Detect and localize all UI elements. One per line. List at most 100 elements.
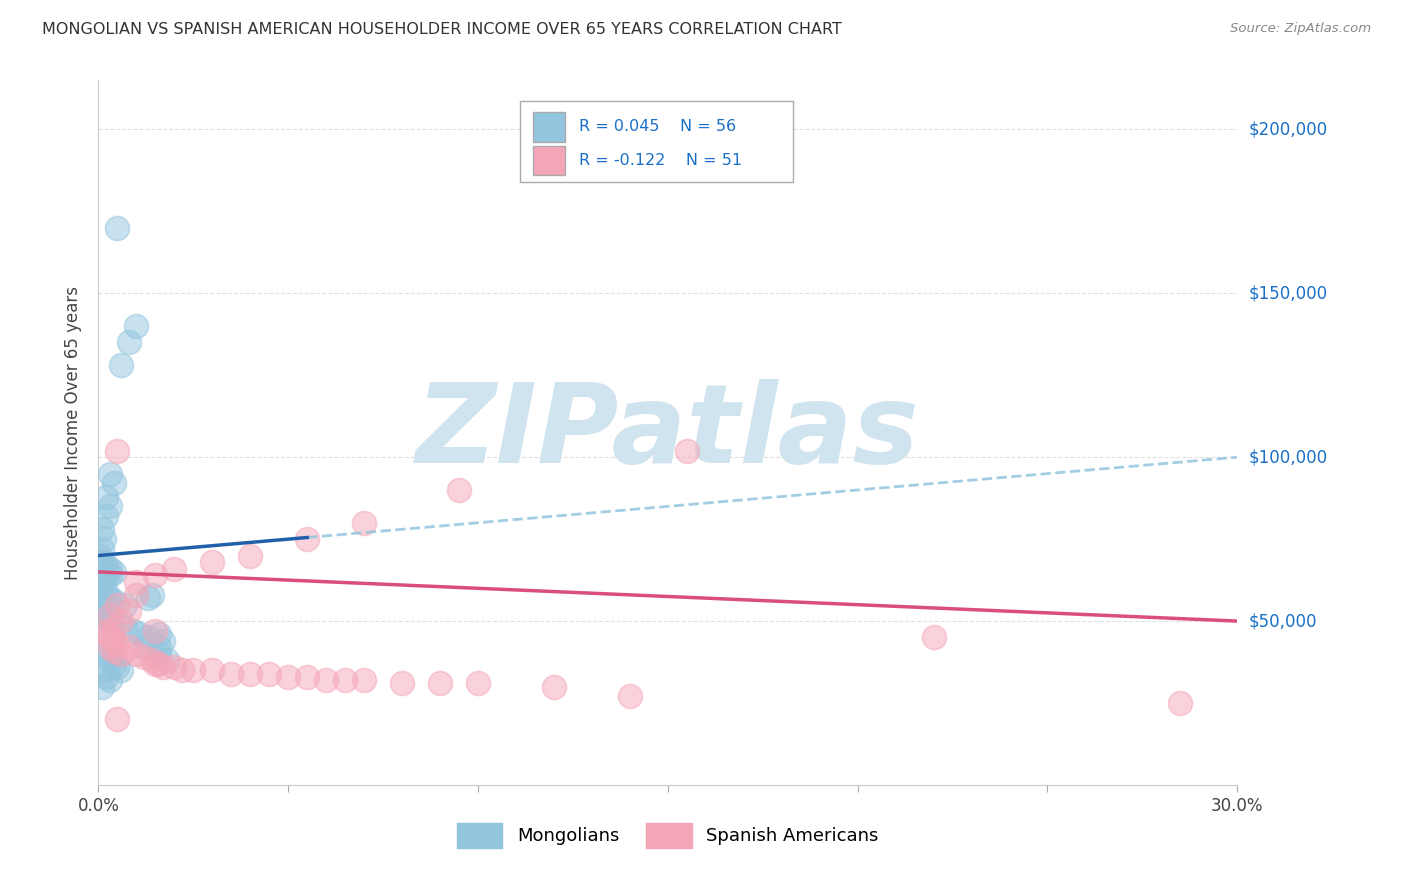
Mongolians	[98, 591, 121, 606]
Spanish Americans	[145, 568, 167, 582]
Mongolians	[141, 588, 163, 602]
Spanish Americans	[110, 647, 132, 661]
Mongolians	[94, 611, 117, 625]
Spanish Americans	[118, 604, 141, 618]
Spanish Americans	[163, 561, 186, 575]
Spanish Americans	[170, 663, 193, 677]
Spanish Americans	[125, 647, 148, 661]
Mongolians	[148, 640, 170, 655]
Spanish Americans	[94, 624, 117, 638]
Mongolians	[89, 640, 111, 655]
Mongolians	[103, 565, 125, 579]
Spanish Americans	[125, 588, 148, 602]
Mongolians	[98, 500, 121, 514]
Mongolians	[94, 584, 117, 599]
Mongolians	[89, 582, 111, 596]
Mongolians	[103, 657, 125, 671]
Text: $200,000: $200,000	[1249, 120, 1327, 138]
Mongolians	[91, 588, 114, 602]
Spanish Americans	[315, 673, 337, 687]
Mongolians	[121, 624, 143, 638]
Spanish Americans	[335, 673, 357, 687]
Spanish Americans	[201, 555, 224, 569]
FancyBboxPatch shape	[520, 102, 793, 183]
Spanish Americans	[98, 631, 121, 645]
Mongolians	[94, 607, 117, 622]
Mongolians	[94, 598, 117, 612]
Spanish Americans	[259, 666, 281, 681]
Mongolians	[129, 627, 152, 641]
Spanish Americans	[103, 621, 125, 635]
Text: $150,000: $150,000	[1249, 285, 1327, 302]
Spanish Americans	[148, 657, 170, 671]
Mongolians	[136, 591, 159, 606]
Mongolians	[110, 663, 132, 677]
Mongolians	[89, 549, 111, 563]
Spanish Americans	[98, 640, 121, 655]
Mongolians	[91, 663, 114, 677]
Spanish Americans	[391, 676, 413, 690]
Mongolians	[98, 467, 121, 481]
Spanish Americans	[467, 676, 489, 690]
Spanish Americans	[353, 516, 375, 530]
Mongolians	[94, 558, 117, 573]
Spanish Americans	[183, 663, 205, 677]
Spanish Americans	[94, 627, 117, 641]
Spanish Americans	[619, 690, 641, 704]
Mongolians	[94, 490, 117, 504]
Mongolians	[91, 555, 114, 569]
Spanish Americans	[239, 549, 262, 563]
Mongolians	[148, 647, 170, 661]
Text: ZIPatlas: ZIPatlas	[416, 379, 920, 486]
Spanish Americans	[107, 598, 129, 612]
Mongolians	[107, 220, 129, 235]
Mongolians	[114, 621, 136, 635]
Mongolians	[152, 633, 174, 648]
Mongolians	[148, 627, 170, 641]
Text: $50,000: $50,000	[1249, 612, 1317, 630]
Mongolians	[125, 319, 148, 334]
Spanish Americans	[118, 640, 141, 655]
Spanish Americans	[107, 637, 129, 651]
Mongolians	[98, 653, 121, 667]
Mongolians	[93, 604, 115, 618]
Legend: Mongolians, Spanish Americans: Mongolians, Spanish Americans	[450, 815, 886, 855]
Mongolians	[94, 572, 117, 586]
Text: MONGOLIAN VS SPANISH AMERICAN HOUSEHOLDER INCOME OVER 65 YEARS CORRELATION CHART: MONGOLIAN VS SPANISH AMERICAN HOUSEHOLDE…	[42, 22, 842, 37]
Mongolians	[110, 359, 132, 373]
Spanish Americans	[1170, 696, 1192, 710]
Spanish Americans	[922, 631, 945, 645]
Spanish Americans	[125, 574, 148, 589]
Spanish Americans	[110, 614, 132, 628]
Spanish Americans	[297, 670, 319, 684]
Mongolians	[91, 680, 114, 694]
Spanish Americans	[429, 676, 451, 690]
Spanish Americans	[141, 653, 163, 667]
Spanish Americans	[297, 532, 319, 546]
Mongolians	[98, 673, 121, 687]
Spanish Americans	[221, 666, 243, 681]
Spanish Americans	[98, 607, 121, 622]
Spanish Americans	[543, 680, 565, 694]
Mongolians	[98, 568, 121, 582]
Mongolians	[118, 335, 141, 350]
Spanish Americans	[239, 666, 262, 681]
Mongolians	[91, 541, 114, 556]
Spanish Americans	[676, 443, 699, 458]
Spanish Americans	[353, 673, 375, 687]
Y-axis label: Householder Income Over 65 years: Householder Income Over 65 years	[65, 285, 83, 580]
Mongolians	[114, 598, 136, 612]
Spanish Americans	[152, 660, 174, 674]
Mongolians	[93, 532, 115, 546]
Spanish Americans	[103, 633, 125, 648]
Mongolians	[91, 578, 114, 592]
Mongolians	[98, 561, 121, 575]
Text: R = -0.122    N = 51: R = -0.122 N = 51	[579, 153, 742, 168]
FancyBboxPatch shape	[533, 112, 565, 142]
Mongolians	[103, 594, 125, 608]
Text: $100,000: $100,000	[1249, 448, 1327, 467]
Text: R = 0.045    N = 56: R = 0.045 N = 56	[579, 120, 737, 135]
Mongolians	[156, 653, 179, 667]
Mongolians	[103, 476, 125, 491]
Spanish Americans	[449, 483, 471, 497]
